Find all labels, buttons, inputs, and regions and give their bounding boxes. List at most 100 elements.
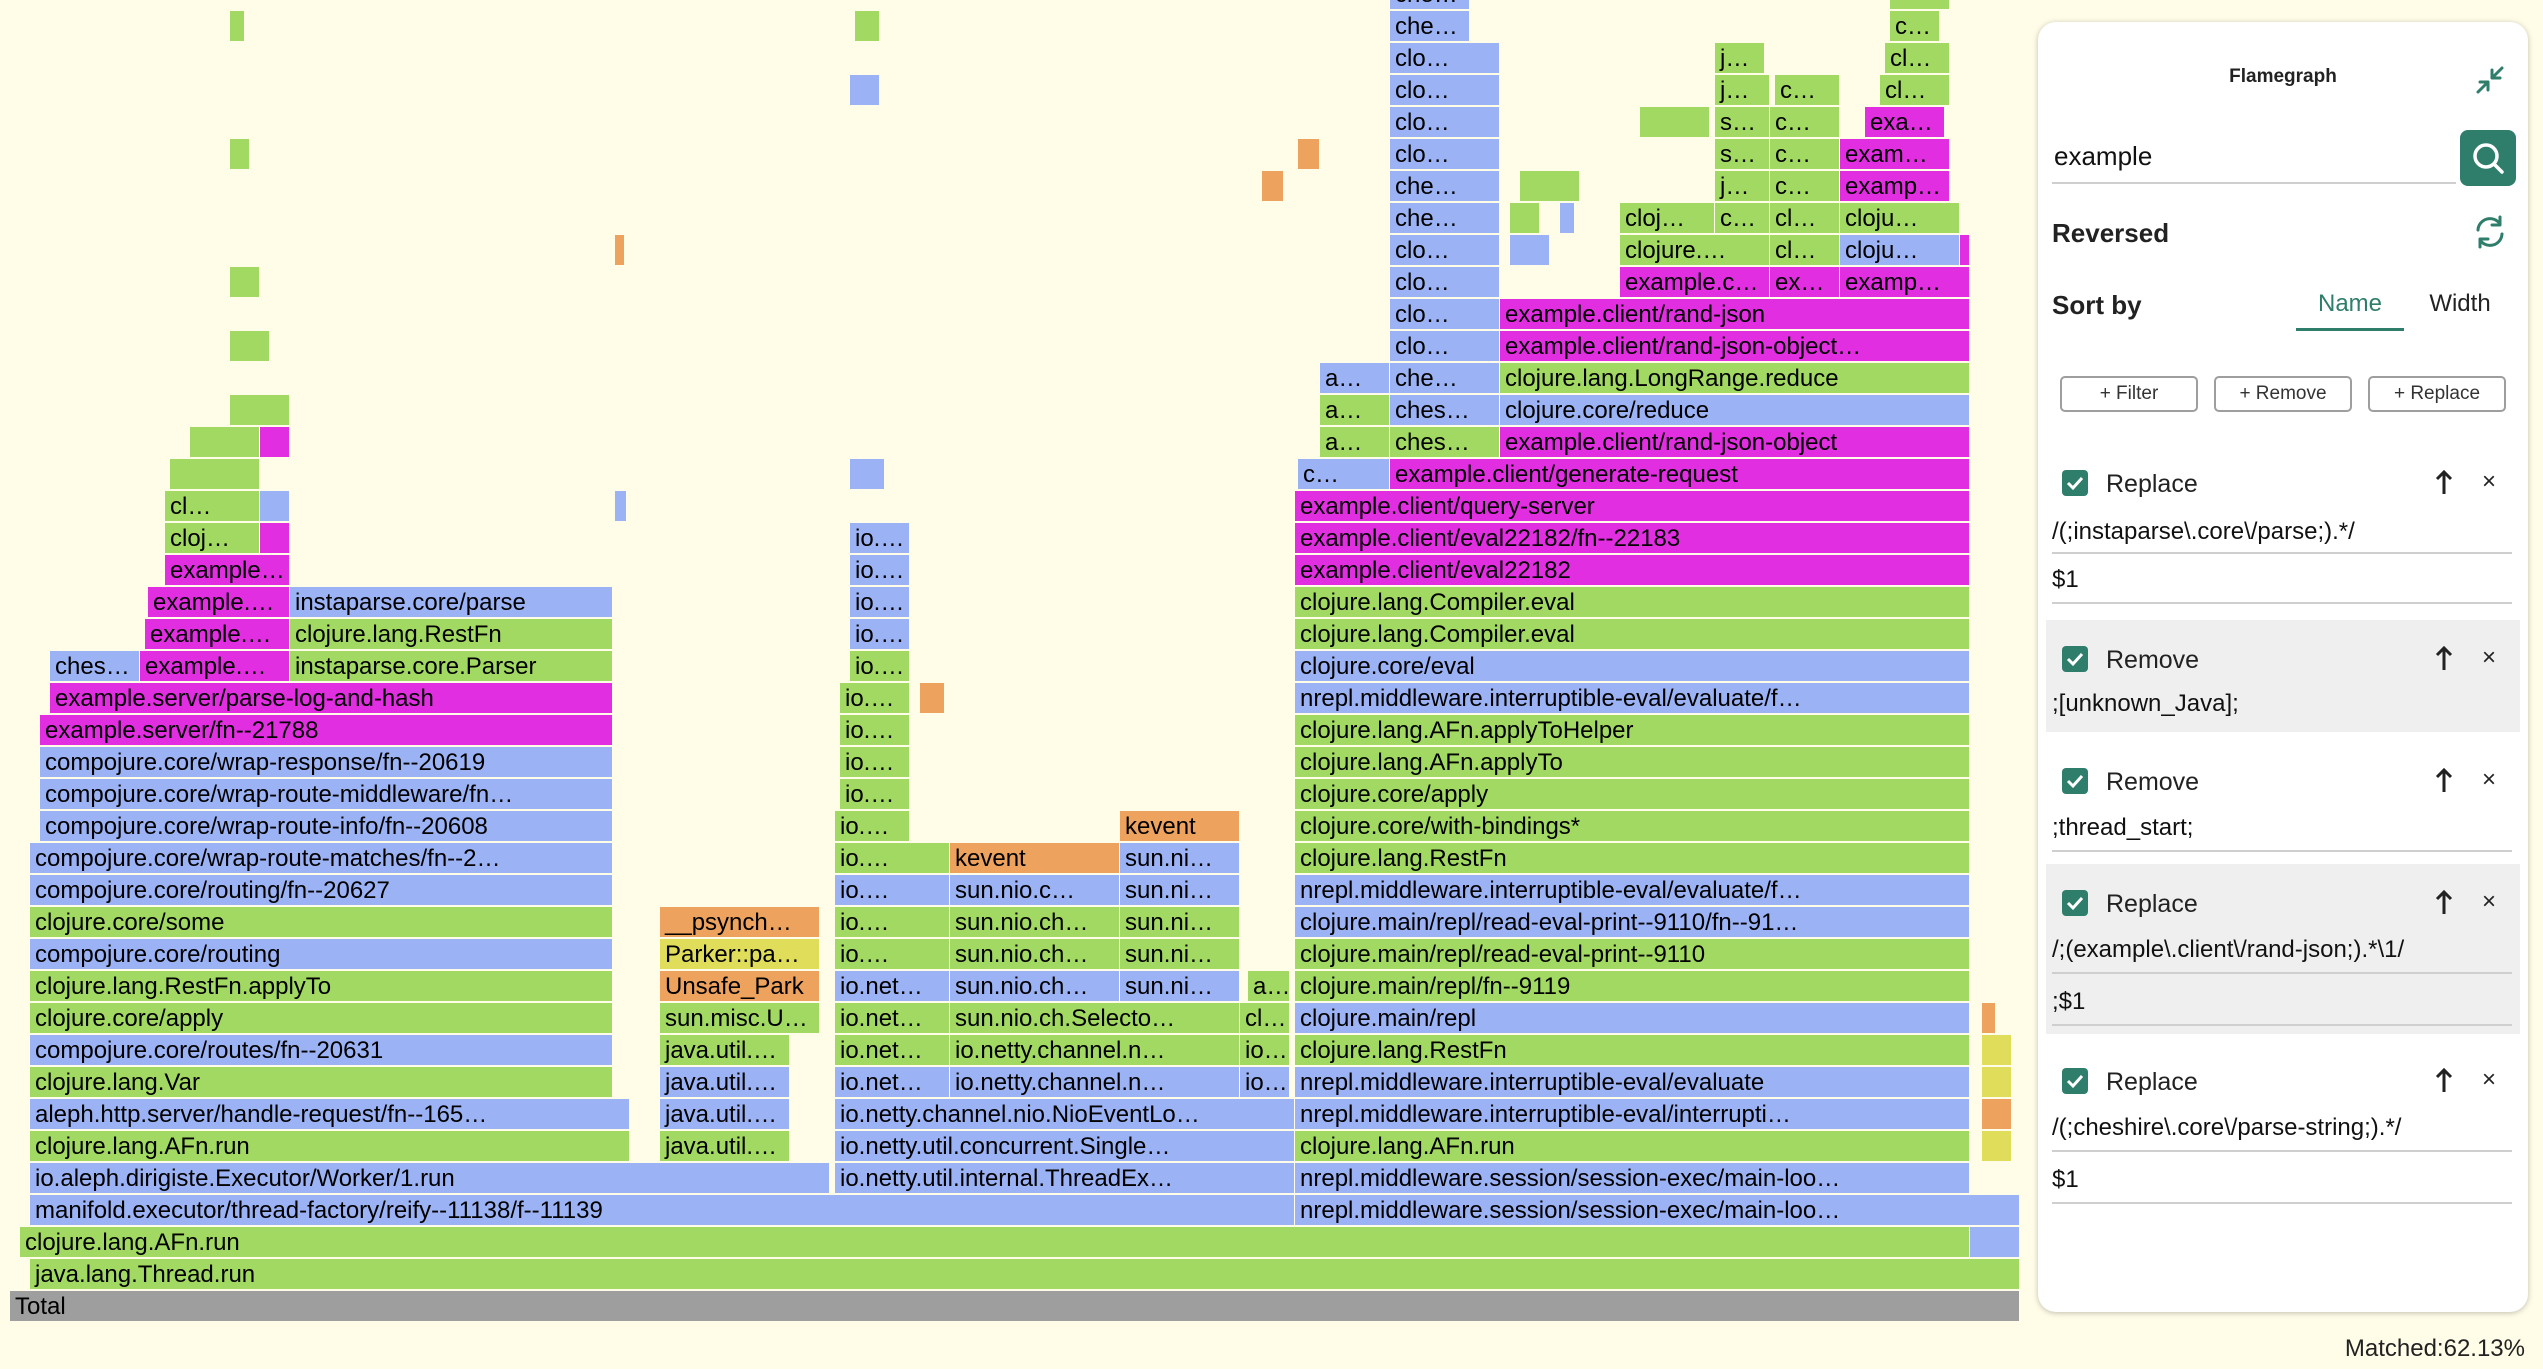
frame[interactable] — [260, 523, 290, 554]
frame[interactable]: example.client/rand-json — [1500, 299, 1970, 330]
frame[interactable]: a… — [1320, 395, 1390, 426]
frame[interactable]: java.util.… — [660, 1035, 790, 1066]
frame[interactable]: c… — [1770, 107, 1840, 138]
frame[interactable]: example.client/eval22182 — [1295, 555, 1970, 586]
frame[interactable]: instaparse.core/parse — [290, 587, 613, 618]
frame[interactable] — [1970, 1227, 2020, 1258]
frame[interactable]: sun.nio.ch… — [950, 939, 1120, 970]
checkbox-checked-icon[interactable] — [2062, 1068, 2088, 1094]
frame[interactable]: io.net… — [835, 1067, 950, 1098]
rule-pattern[interactable]: /;(example\.client\/rand-json;).*\1/ — [2052, 936, 2405, 963]
frame[interactable]: clojure.lang.RestFn — [1295, 843, 1970, 874]
frame[interactable]: Unsafe_Park — [660, 971, 820, 1002]
frame[interactable]: clojure.lang.RestFn.applyTo — [30, 971, 613, 1002]
frame[interactable]: example.client/generate-request — [1390, 459, 1970, 490]
frame[interactable]: clojure.lang.AFn.applyToHelper — [1295, 715, 1970, 746]
frame[interactable]: nrepl.middleware.interruptible-eval/eval… — [1295, 1067, 1970, 1098]
frame[interactable]: clojure.lang.AFn.run — [1295, 1131, 1970, 1162]
frame[interactable]: exam… — [1840, 139, 1950, 170]
frame[interactable] — [855, 11, 880, 42]
frame[interactable] — [230, 139, 250, 170]
frame[interactable] — [920, 683, 945, 714]
add-filter-button[interactable]: + Filter — [2060, 376, 2198, 412]
frame[interactable] — [1510, 203, 1540, 234]
frame[interactable]: clo… — [1390, 299, 1500, 330]
frame[interactable]: sun.nio.ch… — [950, 907, 1120, 938]
close-icon[interactable]: × — [2482, 1066, 2497, 1093]
frame[interactable]: io.net… — [835, 1035, 950, 1066]
sort-tab-width[interactable]: Width — [2429, 290, 2491, 317]
frame[interactable]: c… — [1298, 459, 1390, 490]
frame[interactable]: cl… — [1240, 1003, 1290, 1034]
frame[interactable]: examp… — [1840, 171, 1950, 202]
frame[interactable]: io.… — [835, 811, 910, 842]
frame[interactable]: c… — [1770, 171, 1840, 202]
frame[interactable]: clojure.main/repl/fn--9119 — [1295, 971, 1970, 1002]
checkbox-checked-icon[interactable] — [2062, 890, 2088, 916]
frame[interactable]: clojure.core/some — [30, 907, 613, 938]
frame[interactable]: sun.nio.c… — [950, 875, 1120, 906]
frame[interactable]: cl… — [1770, 203, 1840, 234]
frame[interactable]: example.… — [140, 651, 290, 682]
frame[interactable]: clo… — [1390, 75, 1500, 106]
frame[interactable]: example.client/query-server — [1295, 491, 1970, 522]
frame[interactable] — [230, 11, 245, 42]
frame[interactable]: example.client/eval22182/fn--22183 — [1295, 523, 1970, 554]
frame[interactable]: Parker::pa… — [660, 939, 820, 970]
frame[interactable]: clojure.core/reduce — [1500, 395, 1970, 426]
frame[interactable] — [260, 491, 290, 522]
frame[interactable]: instaparse.core.Parser — [290, 651, 613, 682]
frame[interactable] — [170, 459, 260, 490]
frame[interactable]: che… — [1390, 0, 1470, 10]
frame[interactable] — [1982, 1067, 2012, 1098]
frame[interactable] — [230, 331, 270, 362]
add-replace-button[interactable]: + Replace — [2368, 376, 2506, 412]
frame[interactable]: example… — [165, 555, 290, 586]
checkbox-checked-icon[interactable] — [2062, 768, 2088, 794]
arrow-up-icon[interactable] — [2432, 888, 2456, 916]
frame[interactable]: sun.ni… — [1120, 907, 1240, 938]
frame[interactable]: io.… — [835, 907, 950, 938]
frame[interactable]: manifold.executor/thread-factory/reify--… — [30, 1195, 1295, 1226]
close-icon[interactable]: × — [2482, 644, 2497, 671]
frame[interactable]: cl… — [1885, 43, 1950, 74]
frame[interactable]: java.util.… — [660, 1131, 790, 1162]
frame[interactable]: che… — [1390, 203, 1500, 234]
frame[interactable]: sun.misc.U… — [660, 1003, 820, 1034]
frame[interactable]: ex… — [1770, 267, 1840, 298]
frame[interactable] — [1298, 139, 1320, 170]
frame[interactable]: sun.ni… — [1120, 971, 1240, 1002]
frame[interactable]: j… — [1715, 43, 1765, 74]
frame[interactable]: example.client/rand-json-object — [1500, 427, 1970, 458]
frame[interactable]: compojure.core/routing — [30, 939, 613, 970]
frame[interactable] — [1510, 235, 1550, 266]
frame[interactable]: io.… — [835, 843, 950, 874]
frame[interactable]: clo… — [1390, 43, 1500, 74]
frame[interactable]: clojure.lang.RestFn — [290, 619, 613, 650]
frame[interactable]: a… — [1320, 427, 1390, 458]
frame[interactable]: io.… — [835, 875, 950, 906]
frame[interactable]: cl… — [1770, 235, 1840, 266]
frame[interactable]: io.netty.channel.nio.NioEventLo… — [835, 1099, 1295, 1130]
frame[interactable] — [1640, 107, 1710, 138]
frame[interactable] — [850, 75, 880, 106]
frame[interactable]: io.netty.channel.n… — [950, 1035, 1240, 1066]
frame[interactable]: java.util.… — [660, 1067, 790, 1098]
frame[interactable]: java.util.… — [660, 1099, 790, 1130]
checkbox-checked-icon[interactable] — [2062, 646, 2088, 672]
frame[interactable]: ches… — [1390, 395, 1500, 426]
frame[interactable]: che… — [1390, 171, 1500, 202]
frame[interactable]: clojure.core/eval — [1295, 651, 1970, 682]
frame[interactable]: clojure.lang.AFn.applyTo — [1295, 747, 1970, 778]
frame[interactable]: cloju… — [1840, 235, 1960, 266]
arrow-up-icon[interactable] — [2432, 1066, 2456, 1094]
frame[interactable] — [1982, 1131, 2012, 1162]
rule-replacement[interactable]: ;$1 — [2052, 988, 2086, 1015]
frame[interactable]: clojure.main/repl — [1295, 1003, 1970, 1034]
frame[interactable]: java.lang.Thread.run — [30, 1259, 2020, 1290]
frame[interactable]: sun.ni… — [1120, 939, 1240, 970]
frame[interactable]: clojure.lang.LongRange.reduce — [1500, 363, 1970, 394]
frame[interactable] — [230, 267, 260, 298]
rule-pattern[interactable]: ;thread_start; — [2052, 814, 2194, 841]
rule-pattern[interactable]: /(;instaparse\.core\/parse;).*/ — [2052, 518, 2355, 545]
